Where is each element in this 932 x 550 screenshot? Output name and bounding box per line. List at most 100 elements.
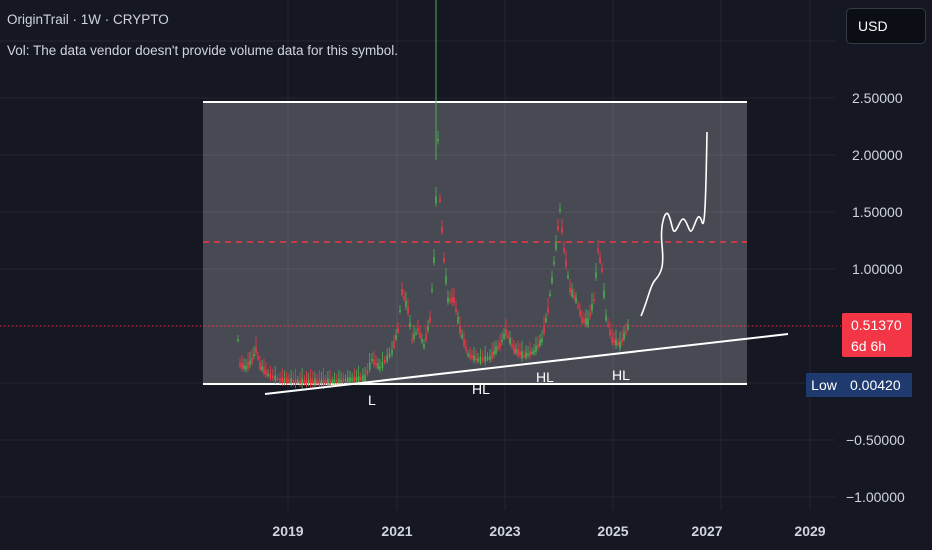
candle-body (489, 356, 491, 360)
candle-body (349, 377, 351, 383)
candle-body (475, 358, 477, 360)
price-tick: 2.00000 (852, 147, 903, 163)
candlestick-series (237, 0, 629, 389)
candle-body (269, 373, 272, 379)
pattern-label-low[interactable]: L (368, 392, 376, 408)
candle-body (545, 318, 547, 322)
candle-body (473, 355, 475, 361)
candle-body (557, 226, 559, 230)
pattern-label-higher-low[interactable]: HL (612, 367, 630, 383)
candle-body (613, 339, 615, 343)
candle-body (605, 315, 607, 321)
candle-body (344, 379, 347, 382)
candle-body (261, 366, 263, 371)
candle-body (353, 376, 356, 383)
candle-body (437, 139, 439, 141)
volume-legend-note: Vol: The data vendor doesn't provide vol… (7, 43, 399, 58)
candle-body (312, 380, 314, 384)
low-marker-label: Low (806, 373, 842, 397)
candle-body (427, 326, 429, 331)
pattern-label-higher-low[interactable]: HL (536, 369, 554, 385)
candle-body (241, 363, 243, 369)
candle-body (609, 330, 611, 336)
candle-body (577, 305, 579, 308)
candle-body (541, 338, 543, 342)
candle-body (495, 346, 497, 354)
candle-body (551, 277, 553, 283)
projection-path[interactable] (640, 131, 708, 317)
candle-body (455, 308, 457, 312)
candle-body (342, 378, 345, 384)
candle-body (399, 310, 401, 312)
price-tick: 1.50000 (852, 204, 903, 220)
candle-body (425, 333, 427, 341)
candle-body (563, 248, 565, 252)
candle-body (511, 344, 513, 347)
candle-body (509, 338, 511, 344)
candle-body (555, 242, 557, 250)
candle-body (329, 379, 331, 385)
candle-body (477, 358, 479, 362)
chart-legend-title[interactable]: OriginTrail · 1W · CRYPTO (7, 12, 169, 27)
candle-body (419, 332, 421, 339)
candle-body (249, 360, 251, 365)
candle-body (415, 332, 417, 335)
candle-body (467, 354, 469, 356)
candle-body (435, 196, 437, 204)
candle-body (401, 289, 403, 295)
candle-body (513, 346, 515, 354)
candle-body (539, 340, 541, 346)
candle-body (569, 288, 571, 292)
candle-body (421, 339, 423, 343)
candle-body (292, 379, 295, 383)
candle-body (431, 289, 433, 291)
candle-body (607, 324, 609, 327)
candle-body (457, 317, 459, 323)
candle-body (553, 261, 555, 265)
candle-body (463, 339, 465, 346)
candle-body (575, 297, 577, 303)
candle-body (459, 326, 461, 334)
grid (0, 0, 835, 510)
candle-body (305, 378, 308, 386)
candle-body (443, 258, 445, 262)
candle-body (559, 209, 561, 211)
candle-body (247, 361, 249, 369)
candle-body (335, 380, 338, 383)
candle-body (603, 290, 605, 298)
candle-body (316, 380, 318, 384)
candle-body (259, 362, 261, 370)
last-price-badge: 0.51370 6d 6h (842, 313, 912, 357)
candle-body (362, 375, 364, 382)
pattern-label-higher-low[interactable]: HL (472, 381, 490, 397)
candle-body (359, 377, 362, 381)
candle-body (267, 374, 269, 376)
currency-button[interactable]: USD (846, 8, 926, 44)
candle-body (357, 375, 360, 382)
candle-body (611, 337, 613, 343)
candle-body (276, 378, 279, 380)
range-box[interactable] (203, 102, 747, 384)
candle-body (388, 353, 391, 357)
candle-body (251, 357, 253, 363)
candle-body (565, 260, 567, 267)
candle-body (347, 377, 349, 383)
candle-body (274, 375, 276, 381)
candle-body (417, 328, 419, 332)
candle-body (375, 363, 377, 365)
candle-body (371, 359, 373, 361)
price-tick: −1.00000 (846, 489, 905, 505)
ascending-trendline[interactable] (264, 333, 789, 395)
candle-body (523, 355, 525, 357)
candle-body (547, 307, 549, 313)
candle-body (281, 377, 283, 384)
candle-body (533, 350, 535, 354)
candle-body (583, 319, 585, 323)
candle-body (619, 341, 621, 349)
candle-body (445, 276, 447, 284)
candle-body (433, 257, 435, 263)
candle-body (331, 380, 333, 383)
candle-body (320, 380, 323, 384)
last-price-value: 0.51370 (851, 317, 902, 333)
